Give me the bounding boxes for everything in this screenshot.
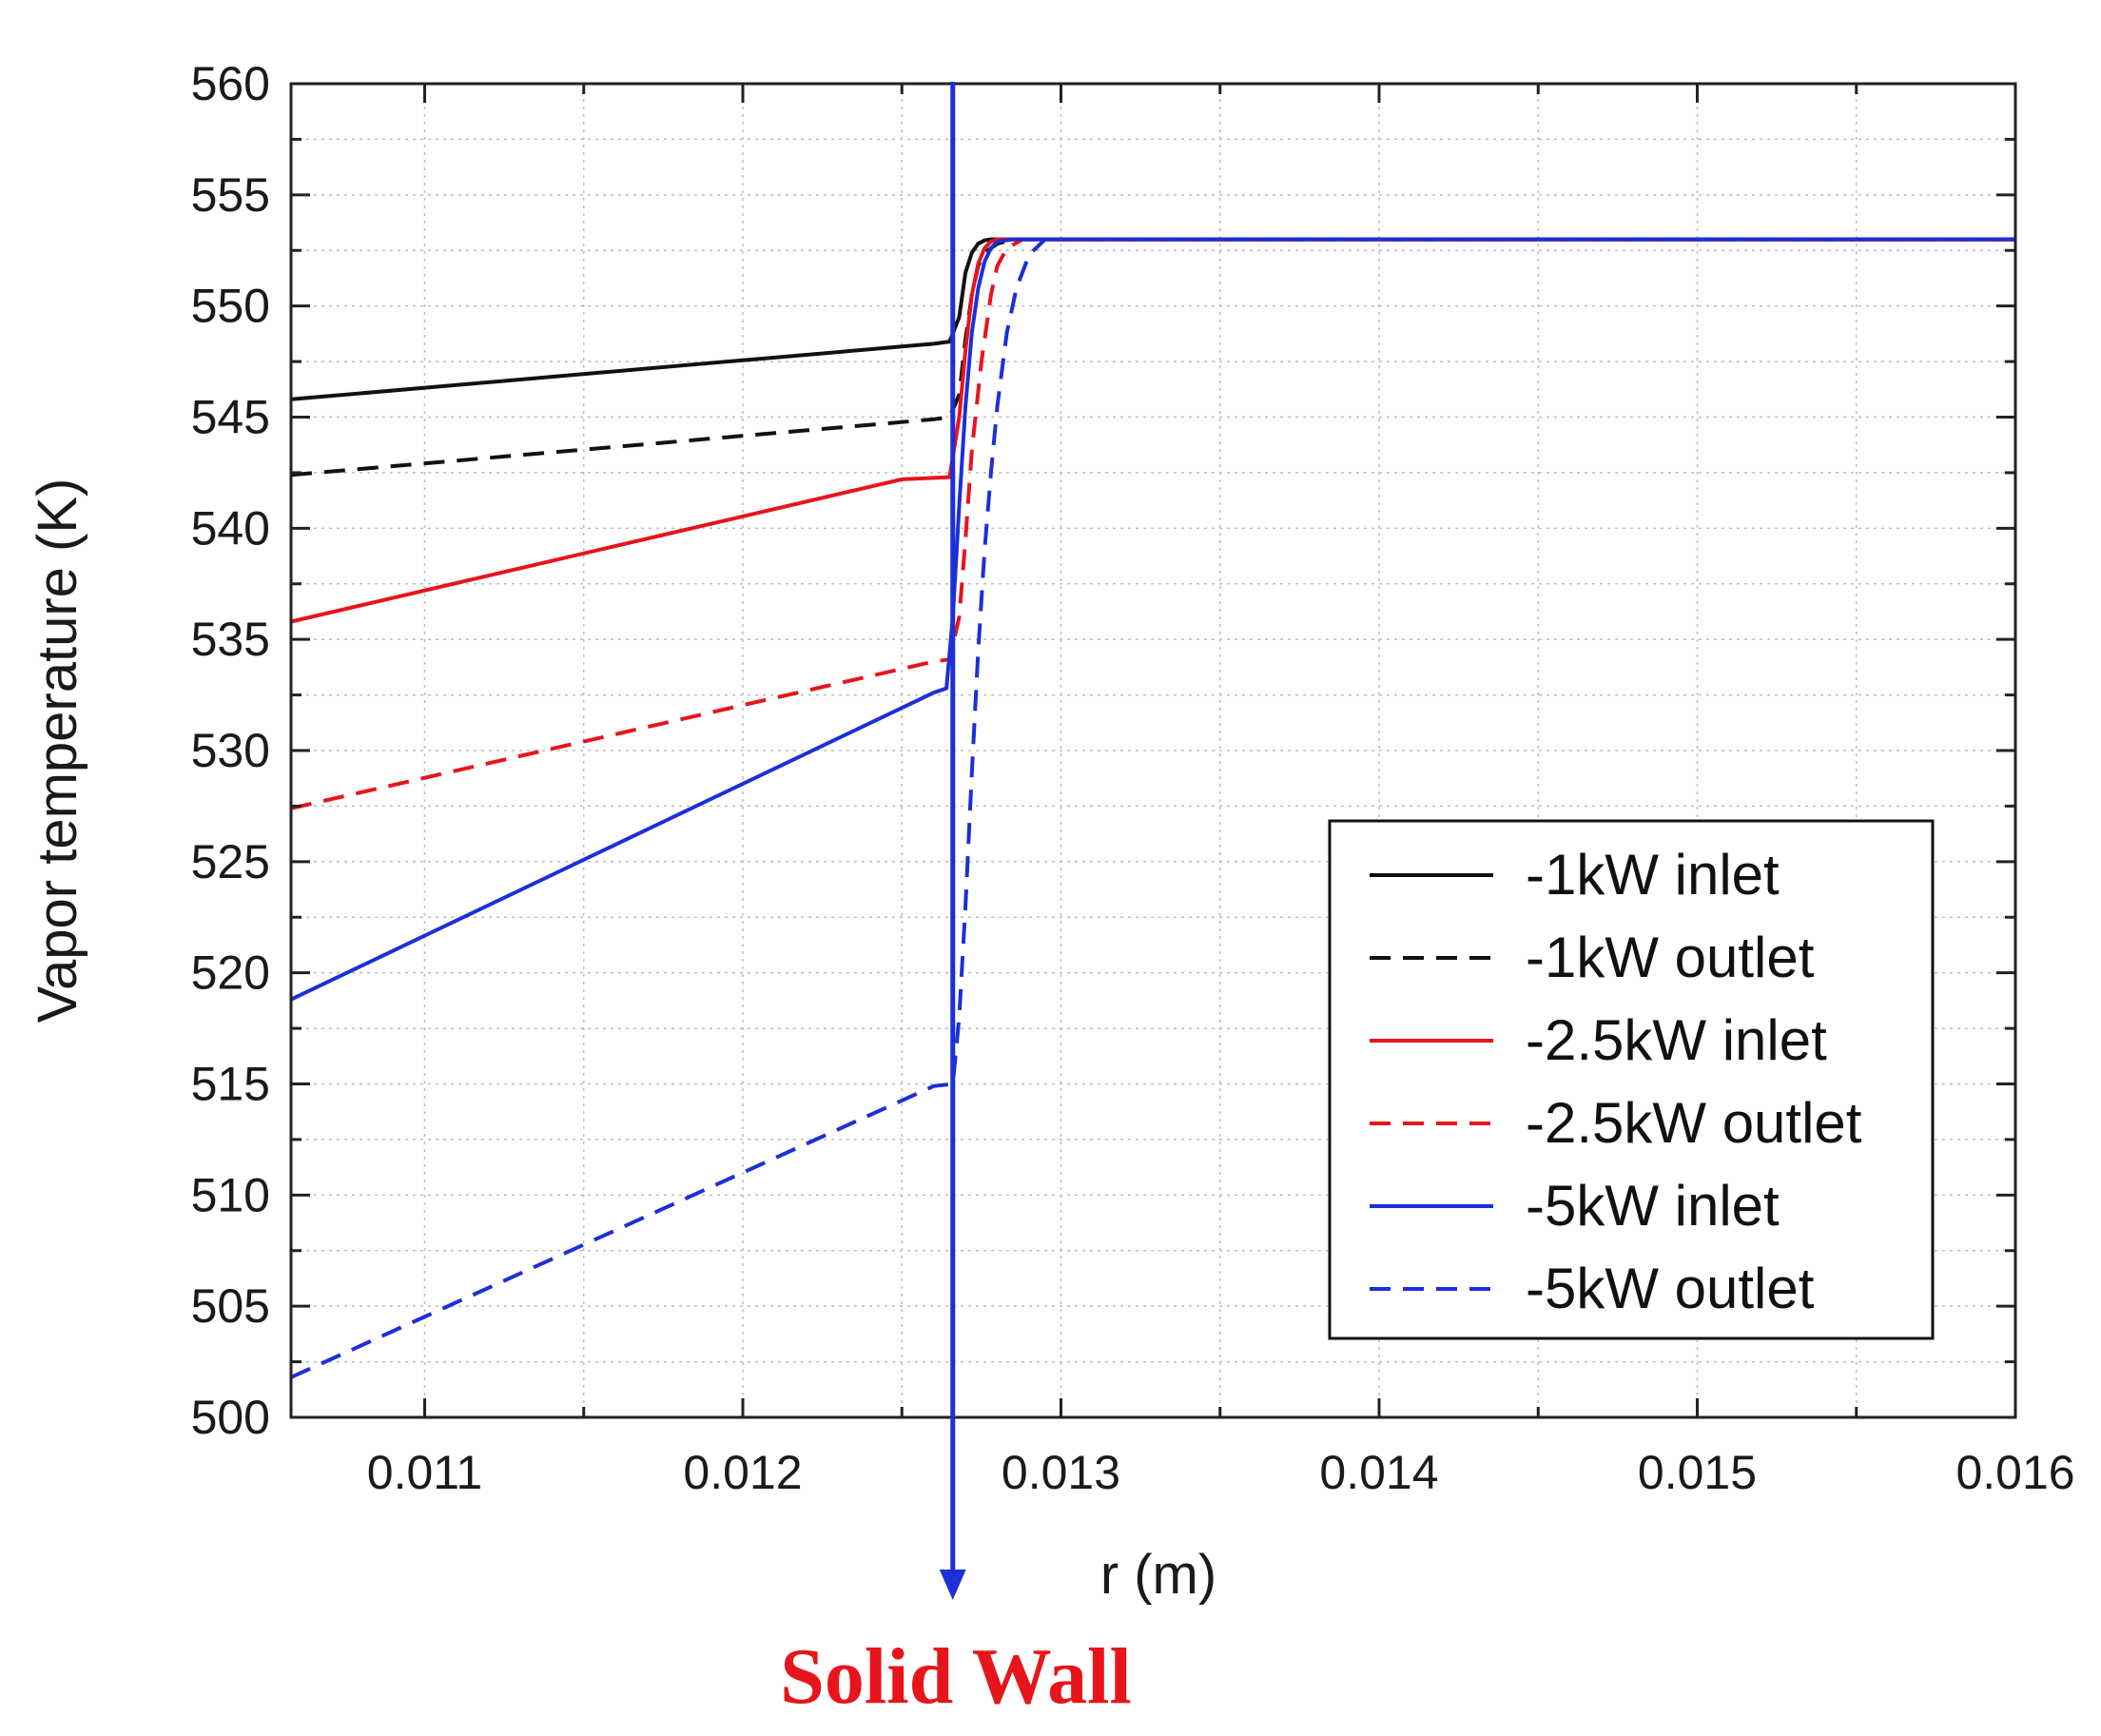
legend-label: -2.5kW outlet bbox=[1526, 1091, 1862, 1155]
y-axis-title: Vapor temperature (K) bbox=[27, 478, 88, 1024]
x-tick-label: 0.011 bbox=[367, 1446, 482, 1499]
legend-label: -5kW outlet bbox=[1526, 1257, 1815, 1320]
x-tick-label: 0.015 bbox=[1638, 1446, 1757, 1499]
y-tick-label: 510 bbox=[191, 1168, 270, 1221]
legend-label: -1kW inlet bbox=[1526, 843, 1780, 907]
x-axis-title: r (m) bbox=[1100, 1544, 1216, 1606]
series-line-2-5kw-inlet bbox=[290, 237, 2015, 624]
legend-label: -1kW outlet bbox=[1526, 926, 1815, 989]
series-line-1kw-outlet bbox=[290, 237, 2015, 478]
data-series bbox=[290, 237, 2015, 1379]
x-tick-label: 0.012 bbox=[683, 1446, 802, 1499]
legend: -1kW inlet -1kW outlet -2.5kW inlet -2.5kW … bbox=[1328, 819, 1935, 1340]
y-tick-label: 525 bbox=[191, 835, 270, 888]
legend-label: -5kW inlet bbox=[1526, 1174, 1780, 1238]
series-line-5kw-inlet bbox=[290, 237, 2015, 1002]
y-tick-label: 550 bbox=[191, 280, 270, 333]
x-tick-label: 0.013 bbox=[1002, 1446, 1120, 1499]
y-tick-label: 505 bbox=[191, 1279, 270, 1333]
series-line-1kw-inlet bbox=[290, 237, 2015, 401]
legend-label: -2.5kW inlet bbox=[1526, 1008, 1827, 1072]
x-tick-label: 0.014 bbox=[1319, 1446, 1438, 1499]
solid-wall-arrowhead bbox=[939, 1570, 966, 1600]
y-tick-label: 540 bbox=[191, 501, 270, 555]
solid-wall-annotation: Solid Wall bbox=[780, 82, 1132, 1721]
y-tick-label: 545 bbox=[191, 391, 270, 444]
y-tick-label: 530 bbox=[191, 724, 270, 777]
y-tick-label: 535 bbox=[191, 613, 270, 666]
x-tick-label: 0.016 bbox=[1955, 1446, 2074, 1499]
axis-ticks: 500 505 510 515 520 525 530 535 540 545 550 555 560 0… bbox=[191, 57, 2075, 1499]
y-tick-label: 560 bbox=[191, 57, 270, 110]
y-tick-label: 500 bbox=[191, 1391, 270, 1444]
legend-box bbox=[1328, 819, 1935, 1340]
y-tick-label: 515 bbox=[191, 1058, 270, 1111]
solid-wall-label: Solid Wall bbox=[780, 1632, 1132, 1721]
series-line-2-5kw-outlet bbox=[290, 237, 2015, 810]
y-tick-label: 555 bbox=[191, 168, 270, 222]
y-tick-label: 520 bbox=[191, 946, 270, 1000]
